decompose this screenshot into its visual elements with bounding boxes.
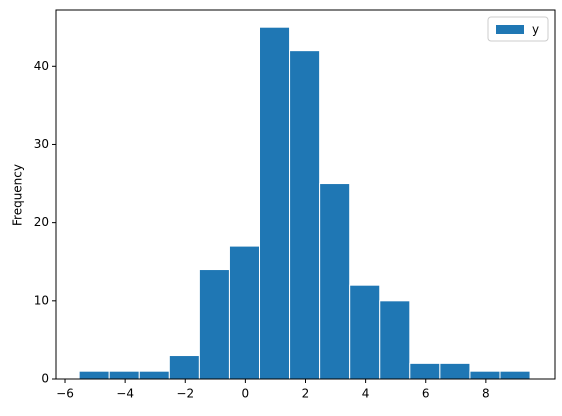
bar: [379, 300, 411, 380]
bar: [168, 355, 200, 380]
bar: [289, 50, 321, 380]
legend-swatch: [496, 25, 524, 34]
y-tick-label: 0: [41, 372, 49, 386]
x-tick-label: 6: [422, 387, 430, 401]
y-tick-label: 40: [34, 59, 49, 73]
bar: [349, 284, 381, 380]
x-tick-label: 0: [242, 387, 250, 401]
bar: [499, 370, 531, 380]
bar: [78, 370, 110, 380]
x-tick-label: −2: [176, 387, 194, 401]
bar: [259, 26, 291, 380]
bar: [409, 362, 441, 380]
x-tick-label: 2: [302, 387, 310, 401]
bar: [439, 362, 471, 380]
bar: [138, 370, 170, 380]
x-tick-label: −6: [56, 387, 74, 401]
bar: [228, 245, 261, 380]
bar: [108, 370, 140, 380]
bar: [469, 370, 501, 380]
y-tick-label: 30: [34, 137, 49, 151]
bar: [319, 183, 351, 380]
legend-label: y: [532, 23, 539, 37]
y-tick-label: 10: [34, 293, 49, 307]
bar: [198, 269, 230, 380]
x-tick-label: 8: [482, 387, 490, 401]
x-tick-label: 4: [362, 387, 370, 401]
y-tick-label: 20: [34, 215, 49, 229]
y-axis-label: Frequency: [11, 164, 25, 226]
x-tick-label: −4: [116, 387, 134, 401]
